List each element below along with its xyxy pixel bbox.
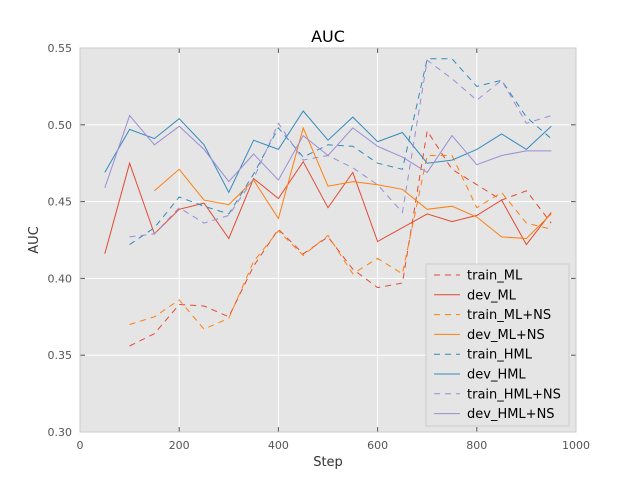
x-tick-label: 400 xyxy=(268,439,289,452)
plot-frame xyxy=(79,47,577,433)
legend-label: train_HML xyxy=(467,348,533,363)
x-tick-label: 800 xyxy=(466,439,487,452)
legend-label: train_HML+NS xyxy=(467,387,561,402)
series-line-dev_HML+NS xyxy=(104,114,552,188)
legend-label: dev_HML+NS xyxy=(467,407,555,422)
series-line-dev_ML+NS xyxy=(154,126,552,240)
legend-box xyxy=(425,263,570,427)
y-tick-label: 0.55 xyxy=(48,42,73,55)
x-axis-label: Step xyxy=(313,455,343,470)
x-axis-ticks: 0 200 400 600 800 1000 xyxy=(77,48,590,452)
grid-lines xyxy=(79,47,577,433)
y-tick-label: 0.45 xyxy=(48,196,73,209)
legend-label: train_ML xyxy=(467,269,523,284)
y-tick-label: 0.50 xyxy=(48,119,73,132)
chart-title: AUC xyxy=(311,27,345,46)
x-tick-label: 0 xyxy=(77,439,84,452)
x-tick-label: 1000 xyxy=(562,439,590,452)
x-tick-label: 200 xyxy=(169,439,190,452)
legend: train_ML dev_ML train_ML+NS dev_ML+NS train_… xyxy=(425,263,570,427)
y-tick-label: 0.30 xyxy=(48,426,73,439)
legend-label: train_ML+NS xyxy=(467,308,551,323)
x-tick-label: 600 xyxy=(367,439,388,452)
series-line-train_ML+NS xyxy=(129,155,552,330)
y-tick-label: 0.35 xyxy=(48,349,73,362)
series-line-train_HML+NS xyxy=(129,59,552,238)
y-tick-label: 0.40 xyxy=(48,272,73,285)
series-line-dev_ML xyxy=(104,160,552,254)
legend-label: dev_ML+NS xyxy=(467,328,545,343)
series-line-train_HML xyxy=(129,58,552,246)
legend-label: dev_ML xyxy=(467,288,517,303)
series-lines xyxy=(104,58,552,347)
legend-label: dev_HML xyxy=(467,368,526,383)
y-axis-label: AUC xyxy=(27,226,42,254)
series-line-dev_HML xyxy=(104,110,552,194)
